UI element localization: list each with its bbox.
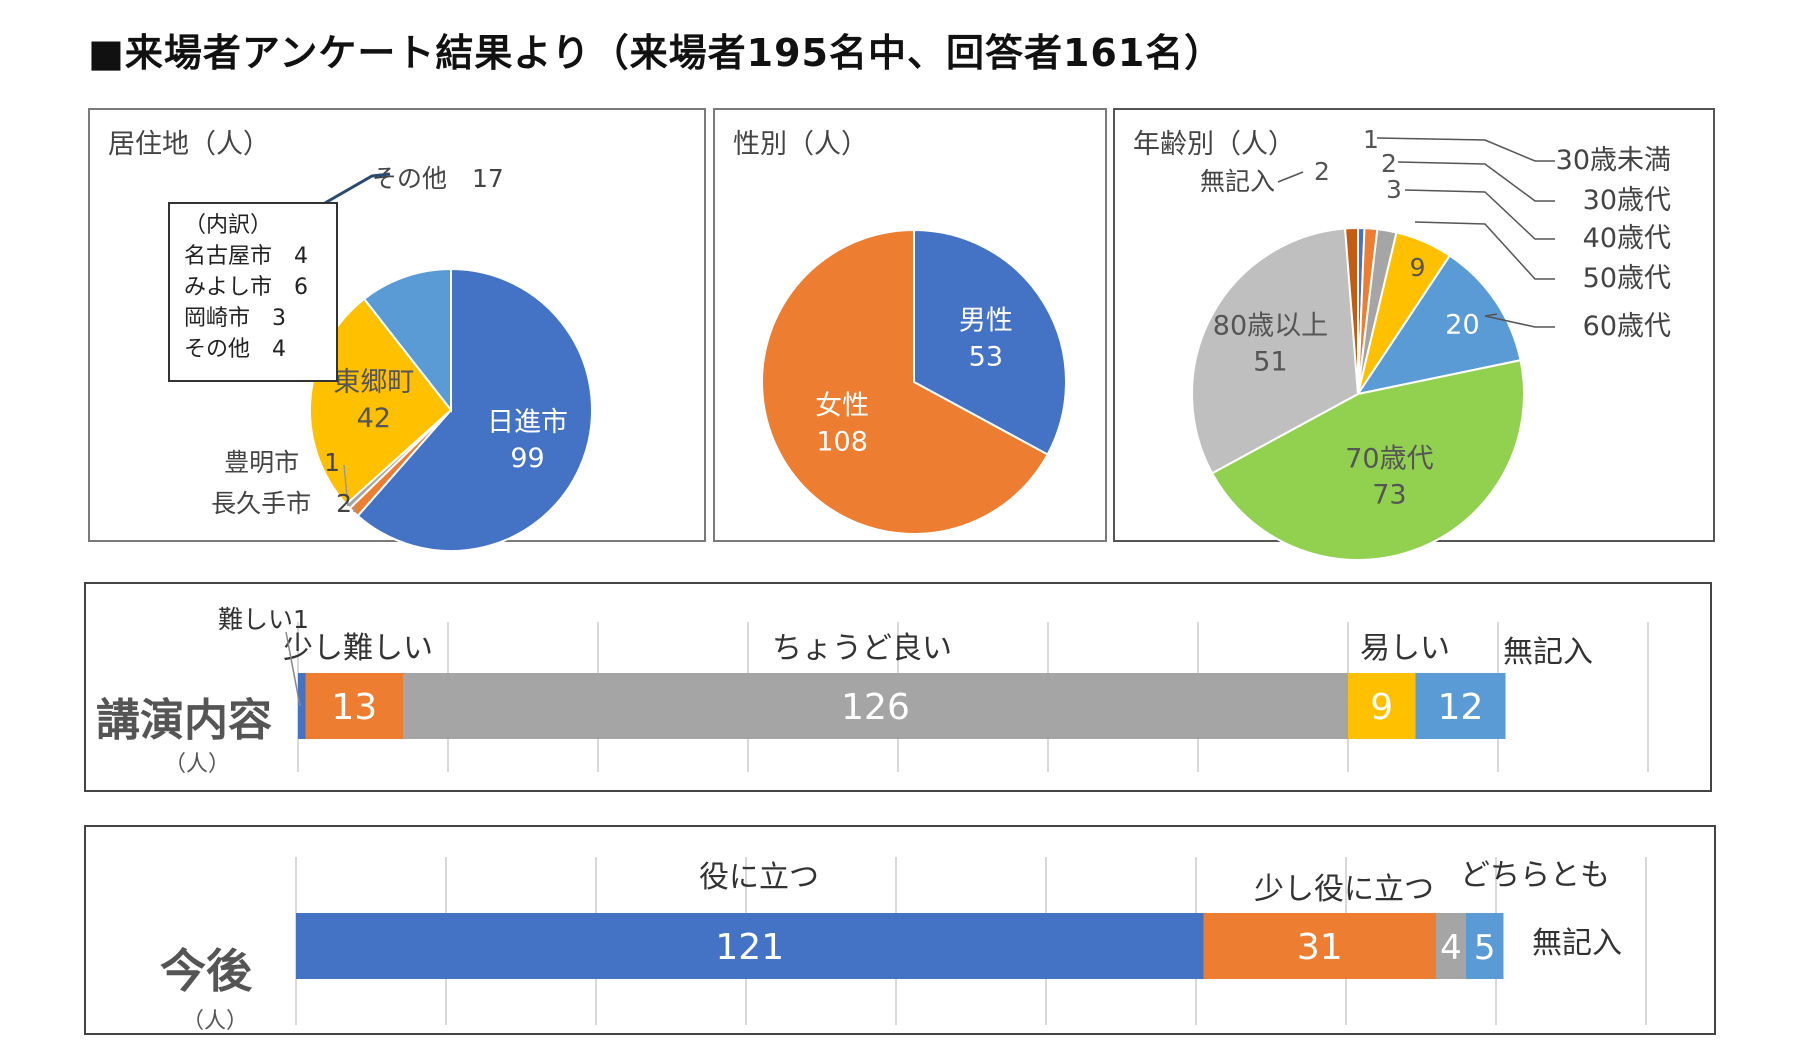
slice-label-other: その他 17	[372, 164, 504, 193]
breakdown-heading: （内訳）	[184, 213, 273, 238]
legend-label-age: 40歳代	[1583, 223, 1671, 254]
gender-pie-chart: 男性 53 女性 108	[761, 228, 1067, 535]
bar-segment-3	[1466, 913, 1504, 979]
slice-label-value: 20	[1445, 309, 1479, 340]
bar-category-label: 役に立つ	[699, 860, 819, 895]
residence-pie-chart: 日進市 99 東郷町 42 その他 17 豊明市 1 長久手市 2	[211, 164, 593, 552]
leader-line	[1376, 137, 1555, 162]
bar-value-label: 5	[1474, 928, 1496, 968]
slice-label-nagakute: 長久手市 2	[211, 489, 352, 518]
bar-segment-4	[1415, 673, 1506, 739]
breakdown-item: その他 4	[184, 337, 286, 362]
bar-category-label: 無記入	[1503, 635, 1593, 670]
slice-label-value: 99	[510, 443, 544, 474]
slice-label-category: 80歳以上	[1213, 310, 1328, 341]
breakdown-item: 名古屋市 4	[184, 244, 308, 269]
leader-line	[1484, 313, 1555, 328]
pie-slice-1	[761, 228, 1049, 535]
slice-label-value: 51	[1253, 346, 1287, 377]
pie-slice-7	[1343, 226, 1359, 395]
bar-value-label: 13	[331, 687, 377, 728]
slice-label-value: 53	[969, 341, 1003, 372]
slice-label-toyoake: 豊明市 1	[224, 448, 340, 477]
age-pie-panel: 年齢別（人） 70歳代 73 80歳以上 51 20 9 1 2 3 2 30歳未満 30歳代 40歳代…	[1113, 108, 1715, 561]
slice-label-category: 男性	[959, 305, 1013, 336]
lecture-unit-label: （人）	[164, 752, 231, 777]
slice-label-value: 42	[357, 403, 391, 434]
slice-label-value: 3	[1386, 175, 1402, 204]
future-panel: 今後 （人） 121 役に立つ 31 少し役に立つ 4 どちらとも 5 無記入	[84, 825, 1716, 1035]
pie-slice-5	[1210, 359, 1525, 561]
bar-segment-2	[1436, 913, 1466, 979]
bar-segment-1	[1203, 913, 1436, 979]
legend-label-age: 30歳代	[1583, 185, 1671, 216]
residence-breakdown-box: （内訳） 名古屋市 4 みよし市 6 岡崎市 3 その他 4	[168, 202, 338, 382]
bar-category-label: 易しい	[1360, 631, 1450, 666]
age-chart-title: 年齢別（人）	[1133, 129, 1295, 160]
leader-line	[1397, 161, 1555, 202]
leader-line	[353, 503, 357, 513]
bar-segment-0	[298, 673, 306, 739]
bar-segment-0	[296, 913, 1204, 979]
bar-value-label: 126	[841, 687, 910, 728]
page-title: ■来場者アンケート結果より（来場者195名中、回答者161名）	[88, 31, 1224, 75]
pie-slice-0	[356, 267, 593, 552]
bar-value-label: 31	[1297, 927, 1343, 968]
legend-label-noanswer: 無記入	[1200, 167, 1275, 196]
bar-category-label: 無記入	[1532, 926, 1622, 961]
gender-chart-title: 性別（人）	[733, 129, 868, 160]
slice-label-category: 女性	[815, 391, 869, 422]
leader-line	[1414, 221, 1555, 280]
leader-line	[1404, 189, 1555, 240]
gender-pie-panel: 性別（人） 男性 53 女性 108	[713, 108, 1107, 542]
bar-value-label: 121	[715, 927, 784, 968]
slice-label-value: 2	[1314, 157, 1330, 186]
pie-slice-0	[913, 228, 1067, 456]
lecture-row-label: 講演内容	[96, 695, 272, 746]
breakdown-item: みよし市 6	[184, 275, 308, 300]
leader-line	[1277, 171, 1304, 183]
slice-label-value: 108	[816, 427, 868, 458]
residence-pie-panel: 居住地（人） 日進市 99 東郷町 42 その他 17 豊明市 1 長久手市 2 （内訳） …	[88, 108, 706, 552]
bar-category-label: ちょうど良い	[772, 631, 952, 666]
leader-line	[343, 464, 349, 507]
slice-label-category: 日進市	[487, 407, 568, 438]
legend-label-age: 60歳代	[1583, 311, 1671, 342]
bar-segment-1	[305, 673, 403, 739]
bar-category-label: 少し難しい	[283, 631, 433, 666]
slice-label-category: 70歳代	[1345, 444, 1433, 475]
leader-line	[317, 172, 391, 209]
bar-category-label: どちらとも	[1460, 858, 1610, 893]
slice-label-value: 2	[1381, 149, 1397, 178]
future-row-label: 今後	[160, 944, 252, 998]
lecture-content-panel: 講演内容 （人） 難しい1 13 少し難しい 126 ちょうど良い 9 易しい 12 無記入	[84, 582, 1712, 792]
lecture-stacked-bar: 難しい1 13 少し難しい 126 ちょうど良い 9 易しい 12 無記入	[218, 605, 1649, 772]
bar-value-label: 9	[1370, 687, 1393, 728]
bar-category-label: 難しい1	[218, 605, 309, 634]
bar-segment-3	[1348, 673, 1416, 739]
bar-value-label: 12	[1438, 687, 1484, 728]
future-unit-label: （人）	[182, 1009, 249, 1034]
residence-chart-title: 居住地（人）	[108, 129, 270, 160]
bar-segment-2	[403, 673, 1348, 739]
pie-slice-6	[1191, 227, 1360, 475]
legend-label-age: 30歳未満	[1556, 145, 1671, 176]
slice-label-value: 73	[1372, 480, 1406, 511]
pie-slice-4	[1355, 254, 1522, 396]
slice-label-category: 東郷町	[333, 367, 414, 398]
leader-line	[285, 631, 301, 707]
pie-slice-4	[362, 267, 452, 413]
breakdown-item: 岡崎市 3	[184, 306, 286, 331]
slice-label-value: 9	[1410, 253, 1426, 282]
slice-label-value: 1	[1363, 125, 1379, 154]
legend-label-age: 50歳代	[1583, 263, 1671, 294]
pie-slice-3	[309, 297, 453, 506]
bar-value-label: 4	[1440, 928, 1462, 968]
bar-category-label: 少し役に立つ	[1254, 872, 1434, 907]
